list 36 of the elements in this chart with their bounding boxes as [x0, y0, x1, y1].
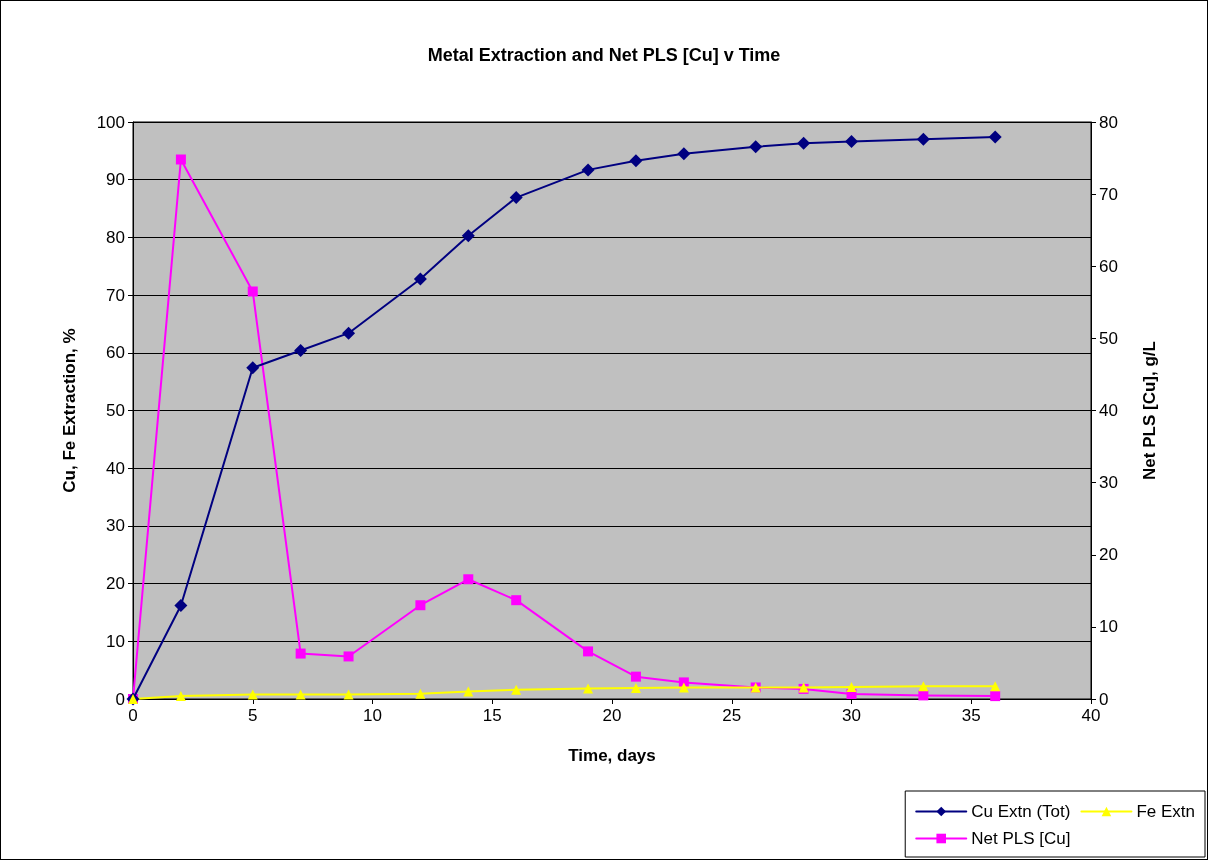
- y-tick-label: 70: [106, 285, 125, 305]
- y2-axis-title: Net PLS [Cu], g/L: [1140, 341, 1159, 480]
- y2-tick-label: 70: [1099, 184, 1118, 204]
- y2-tick-label: 40: [1099, 401, 1118, 420]
- x-tick-label: 40: [1081, 706, 1101, 725]
- y-tick-label: 50: [106, 401, 125, 420]
- chart-title: Metal Extraction and Net PLS [Cu] v Time: [427, 45, 781, 65]
- x-tick-label: 35: [961, 706, 981, 725]
- y-tick-label: 30: [106, 516, 125, 536]
- y-tick-label: 90: [106, 170, 125, 190]
- y-axis-title: Cu, Fe Extraction, %: [60, 328, 79, 493]
- y-tick-label: 80: [106, 227, 125, 247]
- y2-tick-label: 80: [1099, 112, 1118, 132]
- y-tick-label: 20: [106, 574, 125, 594]
- y-tick-label: 0: [115, 689, 125, 709]
- x-tick-label: 20: [602, 706, 622, 725]
- y-tick-label: 60: [106, 343, 125, 363]
- y-tick-label: 40: [106, 458, 125, 478]
- y-tick-label: 10: [106, 631, 125, 651]
- y2-tick-label: 10: [1099, 617, 1118, 637]
- x-tick-label: 30: [842, 706, 861, 725]
- legend-label: Fe Extn: [1136, 802, 1196, 821]
- x-tick-label: 5: [248, 706, 258, 725]
- legend-label: Cu Extn (Tot): [971, 802, 1071, 821]
- y2-tick-label: 30: [1099, 473, 1118, 493]
- x-tick-label: 25: [722, 706, 742, 725]
- x-axis-title: Time, days: [568, 746, 656, 765]
- x-tick-label: 10: [363, 706, 382, 725]
- y2-tick-label: 60: [1099, 256, 1118, 276]
- y2-tick-label: 20: [1099, 545, 1118, 565]
- x-tick-label: 15: [482, 706, 502, 725]
- y2-tick-label: 0: [1099, 689, 1109, 709]
- y-tick-label: 100: [96, 112, 125, 132]
- y2-tick-label: 50: [1099, 328, 1118, 348]
- x-tick-label: 0: [128, 706, 138, 725]
- legend-label: Net PLS [Cu]: [971, 829, 1071, 848]
